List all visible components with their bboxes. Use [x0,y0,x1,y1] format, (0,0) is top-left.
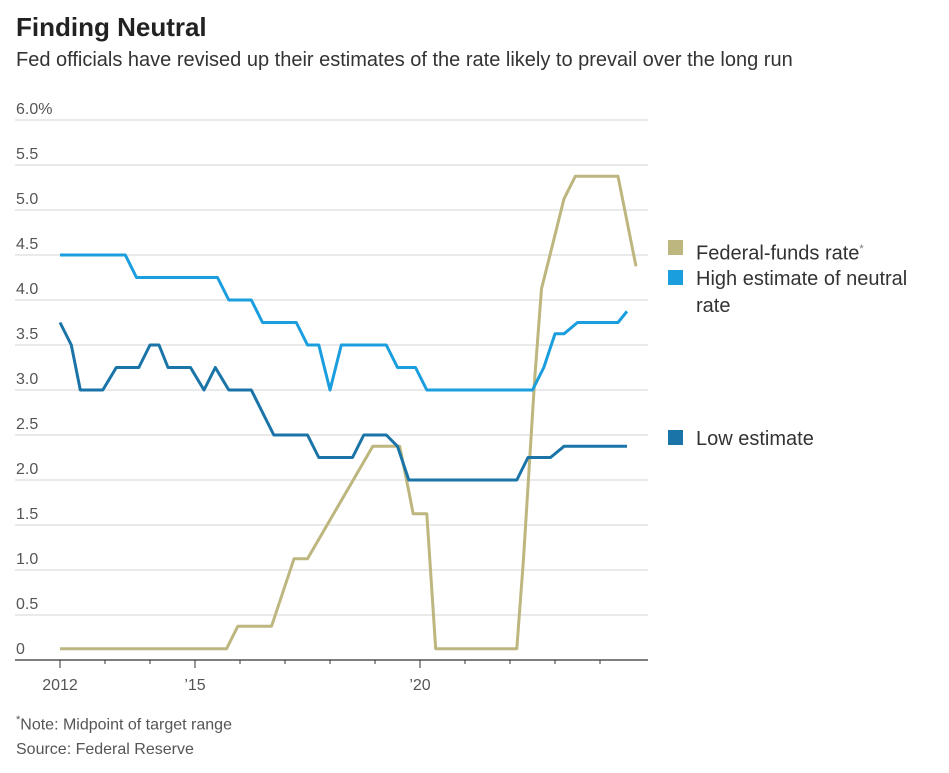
series-line-low [58,321,627,482]
legend-swatch-high-estimate [668,270,683,285]
x-tick-label: 2012 [42,677,78,694]
y-tick-label: 4.0 [16,281,38,298]
chart-subtitle: Fed officials have revised up their esti… [16,49,793,71]
legend-swatch-low-estimate [668,430,683,445]
x-tick-label: ’20 [409,677,430,694]
x-tick-label: ’15 [184,677,205,694]
legend-swatch-fed-funds [668,240,683,255]
y-tick-label: 5.0 [16,191,38,208]
axes: 0 0.5 1.0 1.5 2.0 2.5 3.0 3.5 4.0 4.5 5.0 5.5 6.0% 20… [15,101,648,694]
y-tick-label: 4.5 [16,236,38,253]
series-line-fed-funds [60,174,638,651]
y-tick-label: 2.0 [16,461,38,478]
y-tick-label: 1.5 [16,506,38,523]
y-tick-label: 3.0 [16,371,38,388]
y-tick-label: 5.5 [16,146,38,163]
y-tick-label: 1.0 [16,551,38,568]
series-lines [58,174,638,651]
y-tick-label: 0.5 [16,596,38,613]
source-line: Source: Federal Reserve [16,741,194,758]
y-tick-label: 3.5 [16,326,38,343]
y-tick-label: 0 [16,641,25,658]
series-line-high [60,253,629,392]
footnote: *Note: Midpoint of target range [16,714,232,734]
y-tick-label: 2.5 [16,416,38,433]
legend-label-fed-funds: Federal-funds rate* [696,242,864,265]
chart-title: Finding Neutral [16,12,207,42]
gridlines [15,119,648,616]
legend-label-high-estimate: High estimate of neutral rate [696,268,908,317]
y-tick-label: 6.0% [16,101,52,118]
legend-label-low-estimate: Low estimate [696,428,814,450]
